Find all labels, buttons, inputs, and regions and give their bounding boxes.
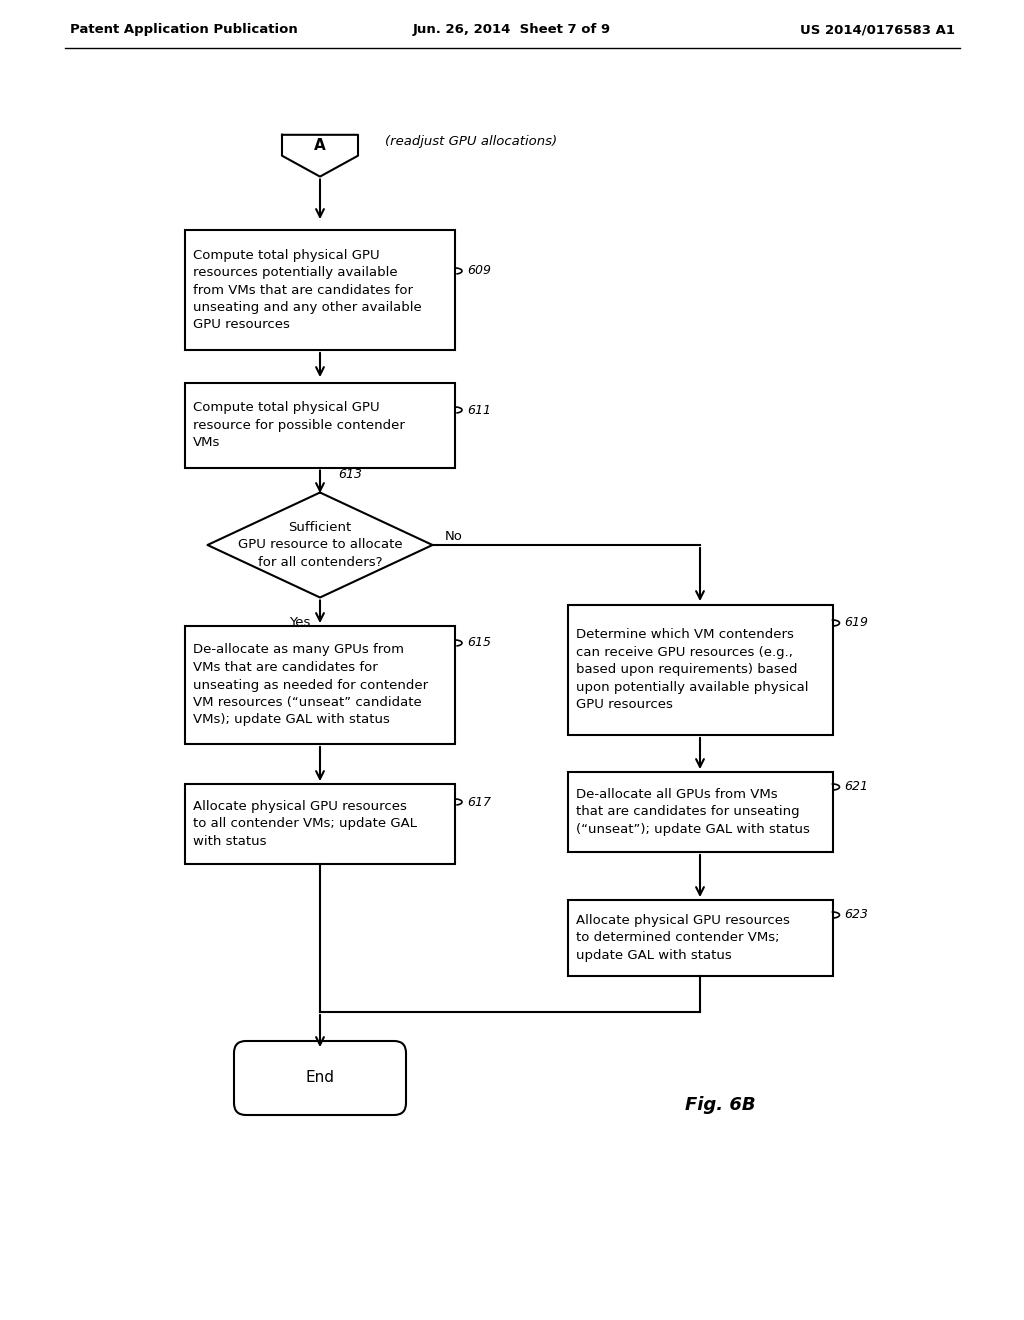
Bar xyxy=(185,383,455,467)
Text: 613: 613 xyxy=(338,467,362,480)
Bar xyxy=(185,230,455,350)
Text: Compute total physical GPU
resource for possible contender
VMs: Compute total physical GPU resource for … xyxy=(193,401,404,449)
Text: Compute total physical GPU
resources potentially available
from VMs that are can: Compute total physical GPU resources pot… xyxy=(193,248,422,331)
Text: (readjust GPU allocations): (readjust GPU allocations) xyxy=(385,136,557,149)
Text: US 2014/0176583 A1: US 2014/0176583 A1 xyxy=(800,24,955,37)
Text: End: End xyxy=(305,1071,335,1085)
Text: Fig. 6B: Fig. 6B xyxy=(685,1096,756,1114)
Text: 615: 615 xyxy=(467,636,490,649)
Polygon shape xyxy=(282,135,358,177)
Text: Allocate physical GPU resources
to determined contender VMs;
update GAL with sta: Allocate physical GPU resources to deter… xyxy=(575,913,790,962)
Bar xyxy=(567,605,833,735)
Text: Sufficient
GPU resource to allocate
for all contenders?: Sufficient GPU resource to allocate for … xyxy=(238,521,402,569)
Text: Yes: Yes xyxy=(290,615,310,628)
Bar xyxy=(185,626,455,744)
Text: 611: 611 xyxy=(467,404,490,417)
Text: 609: 609 xyxy=(467,264,490,277)
Polygon shape xyxy=(208,492,432,598)
Text: 619: 619 xyxy=(845,616,868,630)
Bar xyxy=(567,900,833,975)
Text: No: No xyxy=(444,531,463,544)
Text: 623: 623 xyxy=(845,908,868,921)
Text: Allocate physical GPU resources
to all contender VMs; update GAL
with status: Allocate physical GPU resources to all c… xyxy=(193,800,417,847)
Text: 617: 617 xyxy=(467,796,490,808)
FancyBboxPatch shape xyxy=(234,1041,406,1115)
Text: Determine which VM contenders
can receive GPU resources (e.g.,
based upon requir: Determine which VM contenders can receiv… xyxy=(575,628,808,711)
Text: De-allocate all GPUs from VMs
that are candidates for unseating
(“unseat”); upda: De-allocate all GPUs from VMs that are c… xyxy=(575,788,809,836)
Bar xyxy=(185,784,455,865)
Text: A: A xyxy=(314,139,326,153)
Text: 621: 621 xyxy=(845,780,868,793)
Text: Jun. 26, 2014  Sheet 7 of 9: Jun. 26, 2014 Sheet 7 of 9 xyxy=(413,24,611,37)
Text: Patent Application Publication: Patent Application Publication xyxy=(70,24,298,37)
Bar xyxy=(567,772,833,851)
Text: De-allocate as many GPUs from
VMs that are candidates for
unseating as needed fo: De-allocate as many GPUs from VMs that a… xyxy=(193,644,428,726)
